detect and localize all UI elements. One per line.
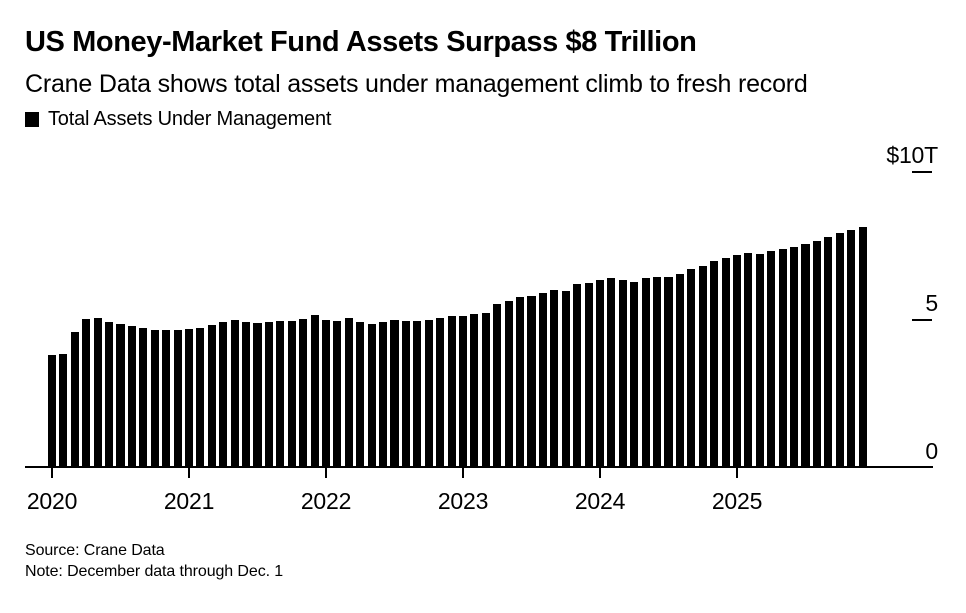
bar-2023-08 — [538, 292, 547, 466]
bar-2024-12 — [721, 257, 730, 466]
bar-2024-01 — [595, 279, 605, 466]
legend-square-icon — [25, 111, 39, 127]
x-tick-label-2020: 2020 — [26, 488, 78, 514]
bar-2025-09 — [824, 237, 833, 466]
bar-2023-02 — [470, 314, 479, 466]
bar-2025-02 — [744, 252, 753, 466]
bar-2020-04 — [82, 318, 91, 466]
bar-2023-04 — [493, 304, 502, 466]
bar-2022-03 — [344, 318, 353, 466]
bar-2024-11 — [710, 260, 719, 466]
bar-2022-06 — [379, 321, 388, 466]
bar-2023-07 — [527, 295, 536, 466]
bar-2025-06 — [790, 246, 799, 466]
bar-2021-01 — [184, 329, 194, 466]
x-tick-label-2023: 2023 — [437, 488, 489, 514]
y-tick-dash-5 — [912, 319, 932, 321]
x-tick-label-2021: 2021 — [163, 488, 215, 514]
bar-2021-09 — [276, 321, 285, 466]
bar-2021-05 — [230, 319, 239, 466]
bar-2022-08 — [401, 320, 410, 466]
bar-2022-02 — [333, 321, 342, 466]
bar-2020-05 — [93, 317, 102, 466]
bar-2025-07 — [801, 244, 810, 466]
bar-2021-04 — [219, 321, 228, 466]
bar-2023-01 — [458, 316, 468, 466]
y-tick-label-0: 0 — [925, 438, 938, 464]
bar-2023-05 — [504, 301, 513, 466]
bar-2022-07 — [390, 320, 399, 466]
bar-2022-09 — [413, 320, 422, 466]
bar-2020-10 — [150, 329, 159, 466]
bar-2025-05 — [778, 249, 787, 466]
bar-2023-12 — [584, 283, 593, 466]
note-text: Note: December data through Dec. 1 — [25, 563, 284, 580]
legend-label: Total Assets Under Management — [48, 107, 332, 130]
x-tick-2020 — [51, 468, 53, 478]
bar-2021-07 — [253, 322, 262, 466]
bar-2020-08 — [127, 325, 136, 466]
bar-2021-03 — [207, 324, 216, 466]
bar-2024-04 — [630, 281, 639, 466]
bar-2020-09 — [139, 328, 148, 466]
bar-2023-10 — [561, 290, 570, 466]
bar-2024-02 — [607, 278, 616, 466]
bar-2021-08 — [264, 322, 273, 466]
source-text: Source: Crane Data — [25, 542, 165, 559]
y-tick-dash-10 — [912, 171, 932, 173]
bar-2020-06 — [105, 321, 114, 466]
bar-2023-03 — [481, 312, 490, 466]
bar-2024-03 — [618, 280, 627, 466]
x-tick-2021 — [188, 468, 190, 478]
x-tick-label-2024: 2024 — [574, 488, 626, 514]
bar-2023-09 — [550, 290, 559, 466]
bar-2022-04 — [356, 322, 365, 466]
bar-2025-12 — [858, 226, 867, 466]
x-tick-label-2022: 2022 — [300, 488, 352, 514]
bar-2025-08 — [812, 240, 821, 466]
bar-2024-07 — [664, 276, 673, 466]
bar-2022-11 — [436, 317, 445, 466]
bar-2022-05 — [367, 323, 376, 466]
bar-2020-02 — [59, 354, 68, 466]
bar-2022-12 — [447, 315, 456, 466]
bar-2021-10 — [287, 320, 296, 466]
x-tick-2023 — [462, 468, 464, 478]
bar-2022-10 — [424, 319, 433, 466]
bar-2020-07 — [116, 323, 125, 466]
x-tick-2024 — [599, 468, 601, 478]
y-tick-label-10: $10T — [886, 142, 938, 168]
y-tick-label-5: 5 — [925, 290, 938, 316]
bar-2020-11 — [162, 330, 171, 466]
bar-2024-06 — [653, 276, 662, 466]
bar-2021-11 — [299, 318, 308, 466]
bar-2025-01 — [732, 255, 742, 466]
bar-2020-01 — [47, 354, 57, 466]
bar-2023-06 — [516, 297, 525, 466]
bar-2021-02 — [196, 328, 205, 466]
chart-title: US Money-Market Fund Assets Surpass $8 T… — [25, 26, 697, 58]
bar-2021-06 — [242, 321, 251, 466]
bar-2024-05 — [641, 278, 650, 466]
bar-2020-03 — [70, 332, 79, 466]
bar-2024-10 — [698, 266, 707, 466]
bar-2022-01 — [321, 320, 331, 466]
bar-2024-09 — [687, 268, 696, 466]
x-tick-label-2025: 2025 — [711, 488, 763, 514]
bar-2020-12 — [173, 329, 182, 466]
bar-2025-04 — [767, 251, 776, 466]
bar-2025-11 — [847, 230, 856, 466]
bar-2024-08 — [675, 273, 684, 466]
x-axis-line — [25, 466, 933, 468]
legend: Total Assets Under Management — [25, 107, 332, 130]
x-tick-2025 — [736, 468, 738, 478]
bar-2021-12 — [310, 315, 319, 466]
x-tick-2022 — [325, 468, 327, 478]
bar-2025-03 — [755, 254, 764, 466]
bar-2023-11 — [573, 284, 582, 466]
chart-subtitle: Crane Data shows total assets under mana… — [25, 70, 808, 98]
bar-2025-10 — [835, 233, 844, 466]
